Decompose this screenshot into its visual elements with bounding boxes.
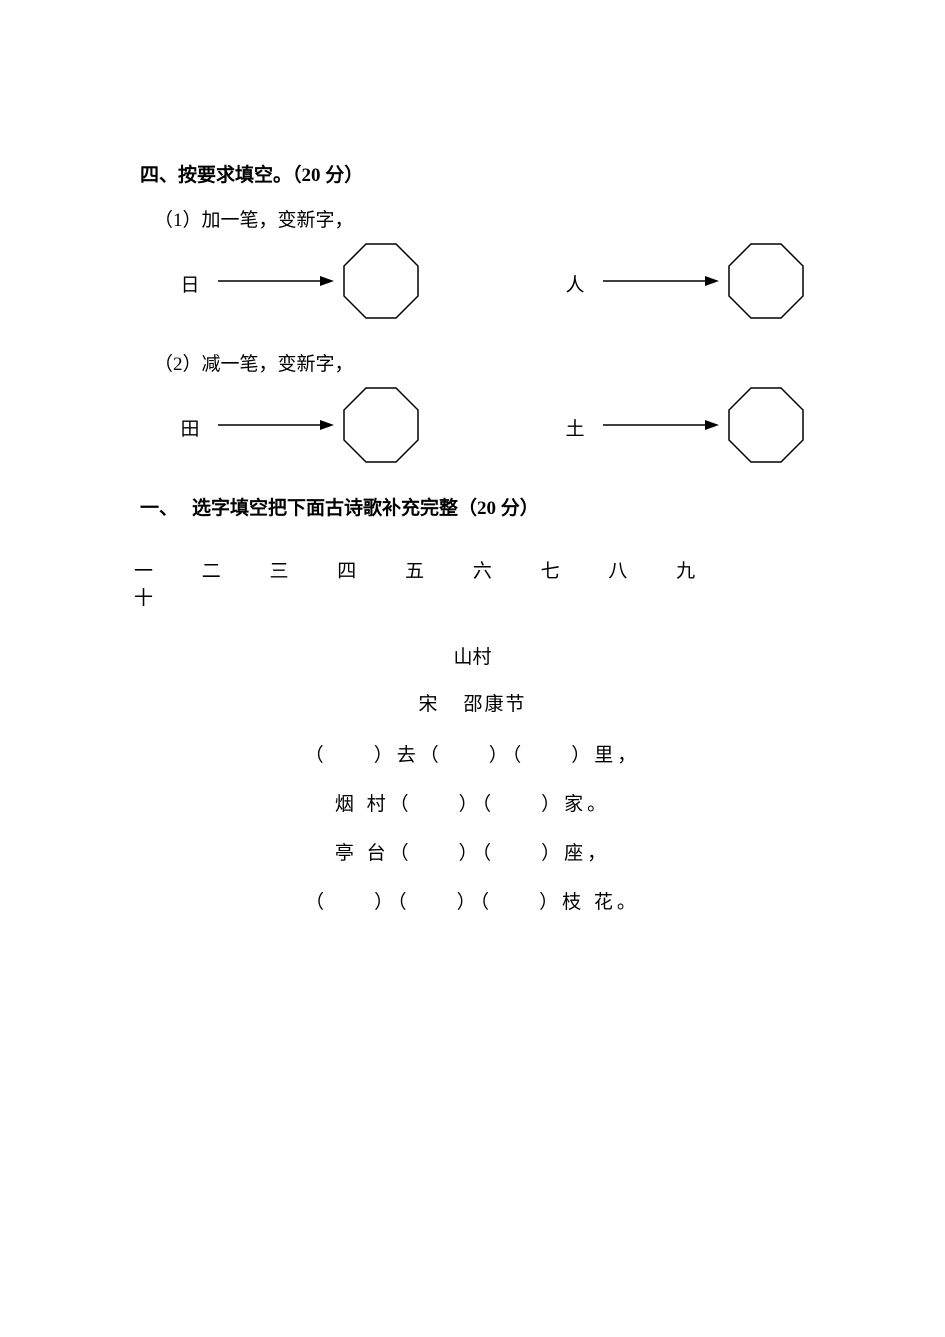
char-tu: 土 [555, 414, 595, 441]
char-tian: 田 [170, 414, 210, 441]
poem-line-1: （ ）去（ ）（ ）里， [140, 740, 805, 767]
stroke-pair-1b: 人 [555, 242, 805, 325]
section-4-heading: 四、按要求填空。（20 分） [140, 160, 805, 187]
char-ri: 日 [170, 270, 210, 297]
worksheet-page: 四、按要求填空。（20 分） （1）加一笔，变新字， 日 人 [0, 0, 945, 914]
arrow-icon [601, 273, 721, 294]
poem-line-4: （ ）（ ）（ ）枝 花。 [140, 887, 805, 914]
octagon-blank[interactable] [727, 386, 805, 469]
octagon-blank[interactable] [342, 242, 420, 325]
poem-title: 山村 [140, 642, 805, 669]
poem-author-name: 邵康节 [464, 694, 527, 715]
bank-char: 九 [676, 556, 695, 583]
char-ren: 人 [555, 270, 595, 297]
stroke-pair-1a: 日 [170, 242, 420, 325]
arrow-icon [216, 417, 336, 438]
bank-char: 四 [337, 556, 356, 583]
poem-dynasty: 宋 [418, 694, 439, 715]
bank-char: 三 [270, 556, 289, 583]
stroke-pair-2b: 土 [555, 386, 805, 469]
bank-char: 一 [134, 556, 153, 583]
section-4-sub1: （1）加一笔，变新字， [154, 205, 805, 232]
section-4-sub2: （2）减一笔，变新字， [154, 349, 805, 376]
stroke-row-2: 田 土 [170, 386, 805, 469]
section-5-heading: 一、选字填空把下面古诗歌补充完整（20 分） [140, 493, 805, 520]
section-5-number: 一、 [140, 493, 192, 520]
stroke-row-1: 日 人 [170, 242, 805, 325]
poem-line-3: 亭 台（ ）（ ）座， [140, 838, 805, 865]
poem-block: 山村 宋 邵康节 （ ）去（ ）（ ）里， 烟 村（ ）（ ）家。 亭 台（ ）（… [140, 642, 805, 914]
arrow-icon [216, 273, 336, 294]
bank-char: 七 [541, 556, 560, 583]
octagon-blank[interactable] [727, 242, 805, 325]
number-bank: 一 二 三 四 五 六 七 八 九 十 [134, 556, 805, 610]
bank-char: 五 [405, 556, 424, 583]
bank-char: 八 [608, 556, 627, 583]
section-5-heading-text: 选字填空把下面古诗歌补充完整（20 分） [192, 498, 539, 519]
arrow-icon [601, 417, 721, 438]
bank-char: 二 [202, 556, 221, 583]
bank-char: 六 [473, 556, 492, 583]
bank-char: 十 [134, 583, 153, 610]
poem-line-2: 烟 村（ ）（ ）家。 [140, 789, 805, 816]
octagon-blank[interactable] [342, 386, 420, 469]
stroke-pair-2a: 田 [170, 386, 420, 469]
poem-author: 宋 邵康节 [140, 689, 805, 716]
